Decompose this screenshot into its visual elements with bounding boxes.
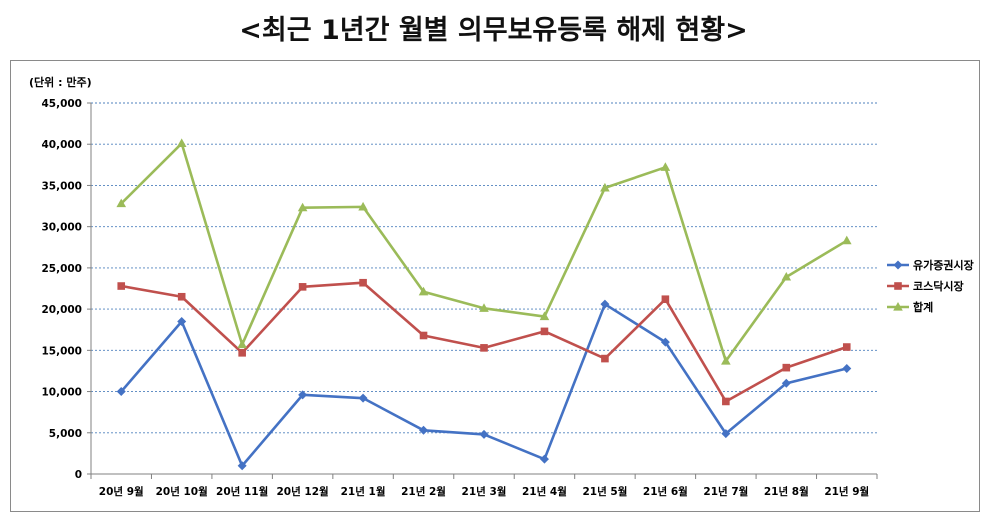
x-tick-label: 21년 1월	[341, 485, 386, 498]
data-point	[841, 235, 852, 245]
data-point	[358, 201, 368, 211]
legend-item: 합계	[887, 300, 933, 314]
x-tick-label: 20년 10월	[156, 485, 208, 498]
y-tick-label: 40,000	[41, 139, 82, 151]
series-1	[116, 299, 852, 471]
legend-label: 코스닥시장	[913, 279, 964, 293]
data-point	[116, 198, 127, 208]
data-point	[237, 461, 247, 471]
data-point	[298, 283, 307, 291]
unit-label: (단위 : 만주)	[29, 75, 92, 89]
y-tick-label: 30,000	[41, 222, 82, 234]
data-point	[359, 278, 367, 287]
data-point	[297, 202, 308, 212]
x-tick-label: 21년 4월	[522, 485, 567, 498]
data-point	[600, 182, 610, 192]
y-tick-label: 0	[75, 469, 82, 481]
legend-label: 유가증권시장	[913, 258, 974, 272]
data-point	[781, 271, 792, 281]
x-tick-label: 20년 9월	[99, 485, 144, 498]
data-point	[782, 363, 791, 372]
series-group	[116, 138, 852, 471]
y-tick-labels: 0 5,000 10,000 15,000 20,000 25,000 30,000 35,0…	[41, 98, 82, 481]
data-point	[177, 316, 187, 326]
x-tick-label: 20년 12월	[277, 485, 329, 498]
data-point	[539, 454, 549, 464]
x-tick-label: 21년 3월	[462, 485, 507, 498]
x-tick-labels: 20년 9월 20년 10월 20년 11월 20년 12월 21년 1월 21년 2월 2…	[99, 485, 869, 498]
data-point	[660, 337, 670, 347]
x-tick-label: 21년 2월	[401, 485, 446, 498]
y-tick-label: 20,000	[41, 304, 82, 316]
axes	[87, 102, 878, 479]
data-point	[842, 363, 852, 373]
data-point	[721, 429, 731, 439]
data-point	[539, 311, 550, 321]
data-point	[600, 299, 610, 309]
data-point	[418, 286, 429, 296]
data-point	[842, 343, 851, 351]
data-point	[660, 162, 671, 171]
x-tick-label: 21년 5월	[582, 485, 627, 498]
y-tick-label: 25,000	[41, 263, 82, 275]
data-point	[177, 292, 186, 301]
data-point	[116, 387, 126, 397]
y-tick-label: 45,000	[41, 98, 82, 110]
y-tick-label: 15,000	[41, 345, 82, 357]
x-tick-label: 20년 11월	[216, 485, 268, 498]
data-point	[238, 349, 246, 357]
series-line	[120, 302, 848, 468]
data-point	[661, 295, 670, 304]
x-tick-label: 21년 8월	[764, 485, 809, 498]
series-3	[116, 138, 852, 365]
x-tick-label: 21년 9월	[824, 485, 869, 498]
series-line	[120, 142, 848, 363]
data-point	[176, 138, 187, 147]
data-point	[479, 429, 489, 439]
legend-marker	[893, 260, 903, 270]
legend-item: 코스닥시장	[887, 279, 964, 293]
legend-label: 합계	[913, 300, 933, 314]
chart-frame: (단위 : 만주) 0 5,000 10,000 15,000 20,000 25,000…	[10, 60, 980, 512]
legend-marker	[894, 282, 902, 290]
line-chart: (단위 : 만주) 0 5,000 10,000 15,000 20,000 25,000…	[29, 75, 974, 498]
page-title: <최근 1년간 월별 의무보유등록 해제 현황>	[239, 15, 748, 46]
data-point	[419, 425, 429, 435]
legend-item: 유가증권시장	[887, 258, 974, 272]
y-tick-label: 5,000	[49, 428, 82, 440]
series-2	[117, 278, 851, 406]
data-point	[480, 344, 488, 352]
x-tick-label: 21년 6월	[643, 485, 688, 498]
data-point	[419, 331, 428, 340]
data-point	[358, 393, 368, 403]
data-point	[721, 356, 731, 365]
data-point	[540, 327, 549, 336]
legend-marker	[893, 302, 903, 311]
x-tick-label: 21년 7월	[703, 485, 748, 498]
data-point	[298, 390, 308, 400]
data-point	[781, 378, 791, 388]
y-tick-label: 35,000	[41, 180, 82, 192]
data-point	[479, 303, 489, 312]
data-point	[722, 397, 730, 406]
y-tick-label: 10,000	[41, 387, 82, 399]
data-point	[601, 354, 609, 363]
data-point	[237, 339, 247, 349]
data-point	[117, 282, 126, 290]
